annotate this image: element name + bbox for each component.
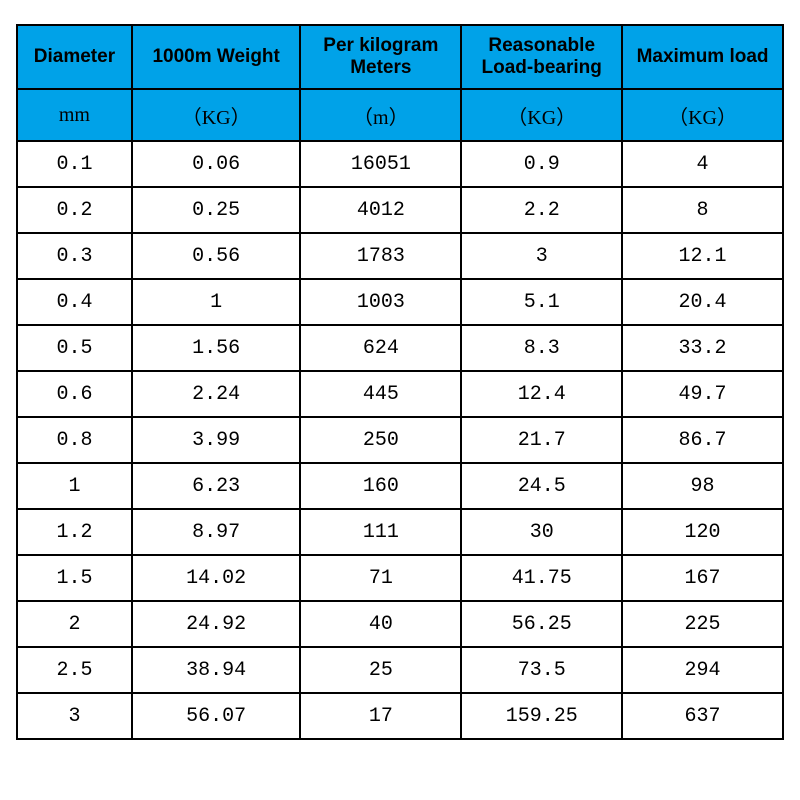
cell: 3 [461,233,622,279]
cell: 2.5 [17,647,132,693]
table-row: 1 6.23 160 24.5 98 [17,463,783,509]
cell: 0.6 [17,371,132,417]
table-row: 3 56.07 17 159.25 637 [17,693,783,739]
cell: 0.06 [132,141,301,187]
cell: 0.25 [132,187,301,233]
cell: 2.24 [132,371,301,417]
cell: 0.3 [17,233,132,279]
cell: 71 [300,555,461,601]
cell: 4 [622,141,783,187]
cell: 49.7 [622,371,783,417]
cell: 5.1 [461,279,622,325]
table-row: 1.2 8.97 111 30 120 [17,509,783,555]
cell: 98 [622,463,783,509]
cell: 3.99 [132,417,301,463]
cell: 250 [300,417,461,463]
unit-weight: （KG） [132,89,301,141]
cell: 0.1 [17,141,132,187]
cell: 6.23 [132,463,301,509]
table-row: 0.6 2.24 445 12.4 49.7 [17,371,783,417]
cell: 1.56 [132,325,301,371]
cell: 0.9 [461,141,622,187]
cell: 1003 [300,279,461,325]
col-header-reasonable: ReasonableLoad-bearing [461,25,622,89]
cell: 225 [622,601,783,647]
cell: 20.4 [622,279,783,325]
cell: 24.92 [132,601,301,647]
cell: 1783 [300,233,461,279]
col-header-weight: 1000m Weight [132,25,301,89]
cell: 8.3 [461,325,622,371]
cell: 25 [300,647,461,693]
unit-maxload: （KG） [622,89,783,141]
cell: 56.07 [132,693,301,739]
cell: 41.75 [461,555,622,601]
table-row: 0.3 0.56 1783 3 12.1 [17,233,783,279]
table-body: 0.1 0.06 16051 0.9 4 0.2 0.25 4012 2.2 8… [17,141,783,739]
unit-per-kg: （m） [300,89,461,141]
cell: 17 [300,693,461,739]
cell: 294 [622,647,783,693]
cell: 2 [17,601,132,647]
table-row: 0.2 0.25 4012 2.2 8 [17,187,783,233]
col-header-per-kg: Per kilogramMeters [300,25,461,89]
cell: 8.97 [132,509,301,555]
cell: 0.56 [132,233,301,279]
cell: 14.02 [132,555,301,601]
unit-reasonable: （KG） [461,89,622,141]
table-units-row: mm （KG） （m） （KG） （KG） [17,89,783,141]
cell: 24.5 [461,463,622,509]
cell: 16051 [300,141,461,187]
cell: 12.1 [622,233,783,279]
cell: 0.8 [17,417,132,463]
cell: 0.4 [17,279,132,325]
col-header-maxload: Maximum load [622,25,783,89]
cell: 12.4 [461,371,622,417]
cell: 624 [300,325,461,371]
table-row: 1.5 14.02 71 41.75 167 [17,555,783,601]
cell: 1 [132,279,301,325]
col-header-diameter: Diameter [17,25,132,89]
cell: 445 [300,371,461,417]
cell: 1.5 [17,555,132,601]
cell: 3 [17,693,132,739]
cell: 8 [622,187,783,233]
cell: 38.94 [132,647,301,693]
cell: 33.2 [622,325,783,371]
cell: 0.2 [17,187,132,233]
cell: 0.5 [17,325,132,371]
table-container: Diameter 1000m Weight Per kilogramMeters… [0,0,800,740]
unit-diameter: mm [17,89,132,141]
cell: 111 [300,509,461,555]
cell: 159.25 [461,693,622,739]
table-row: 0.1 0.06 16051 0.9 4 [17,141,783,187]
cell: 167 [622,555,783,601]
spec-table: Diameter 1000m Weight Per kilogramMeters… [16,24,784,740]
cell: 4012 [300,187,461,233]
cell: 56.25 [461,601,622,647]
cell: 21.7 [461,417,622,463]
cell: 1.2 [17,509,132,555]
cell: 73.5 [461,647,622,693]
table-row: 0.4 1 1003 5.1 20.4 [17,279,783,325]
table-row: 2.5 38.94 25 73.5 294 [17,647,783,693]
cell: 637 [622,693,783,739]
table-header-row: Diameter 1000m Weight Per kilogramMeters… [17,25,783,89]
table-row: 2 24.92 40 56.25 225 [17,601,783,647]
cell: 120 [622,509,783,555]
cell: 40 [300,601,461,647]
cell: 30 [461,509,622,555]
table-row: 0.5 1.56 624 8.3 33.2 [17,325,783,371]
cell: 86.7 [622,417,783,463]
cell: 1 [17,463,132,509]
cell: 160 [300,463,461,509]
cell: 2.2 [461,187,622,233]
table-row: 0.8 3.99 250 21.7 86.7 [17,417,783,463]
